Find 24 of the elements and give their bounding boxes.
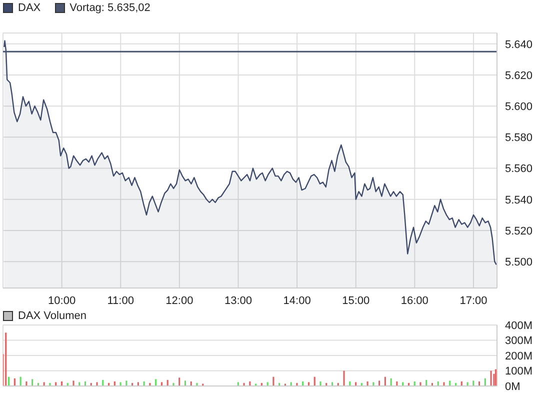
x-tick-label: 17:00 [460,294,488,307]
x-tick-label: 11:00 [107,294,134,307]
y-tick-label: 100M [505,366,533,378]
legend-label: Vortag: 5.635,02 [70,2,150,14]
y-tick-label: 300M [505,335,533,348]
legend-label: DAX [18,2,41,14]
x-tick-label: 16:00 [400,294,428,307]
x-tick-label: 10:00 [48,294,76,307]
y-tick-label: 200M [505,350,533,362]
y-tick-label: 5.500 [505,256,533,268]
y-tick-label: 5.600 [505,100,533,113]
x-tick-label: 14:00 [283,294,311,307]
y-tick-label: 0M [505,380,520,393]
y-tick-label: 5.520 [505,225,533,238]
y-tick-label: 5.560 [505,163,533,176]
x-tick-label: 13:00 [224,294,252,307]
y-tick-label: 5.620 [505,70,533,82]
y-tick-label: 5.580 [505,132,533,144]
x-tick-label: 12:00 [166,294,194,307]
y-tick-label: 5.640 [505,38,533,51]
y-tick-label: 400M [505,320,533,332]
x-tick-label: 15:00 [342,294,370,307]
y-tick-label: 5.540 [505,194,533,206]
series-label: DAX Volumen [18,310,86,322]
